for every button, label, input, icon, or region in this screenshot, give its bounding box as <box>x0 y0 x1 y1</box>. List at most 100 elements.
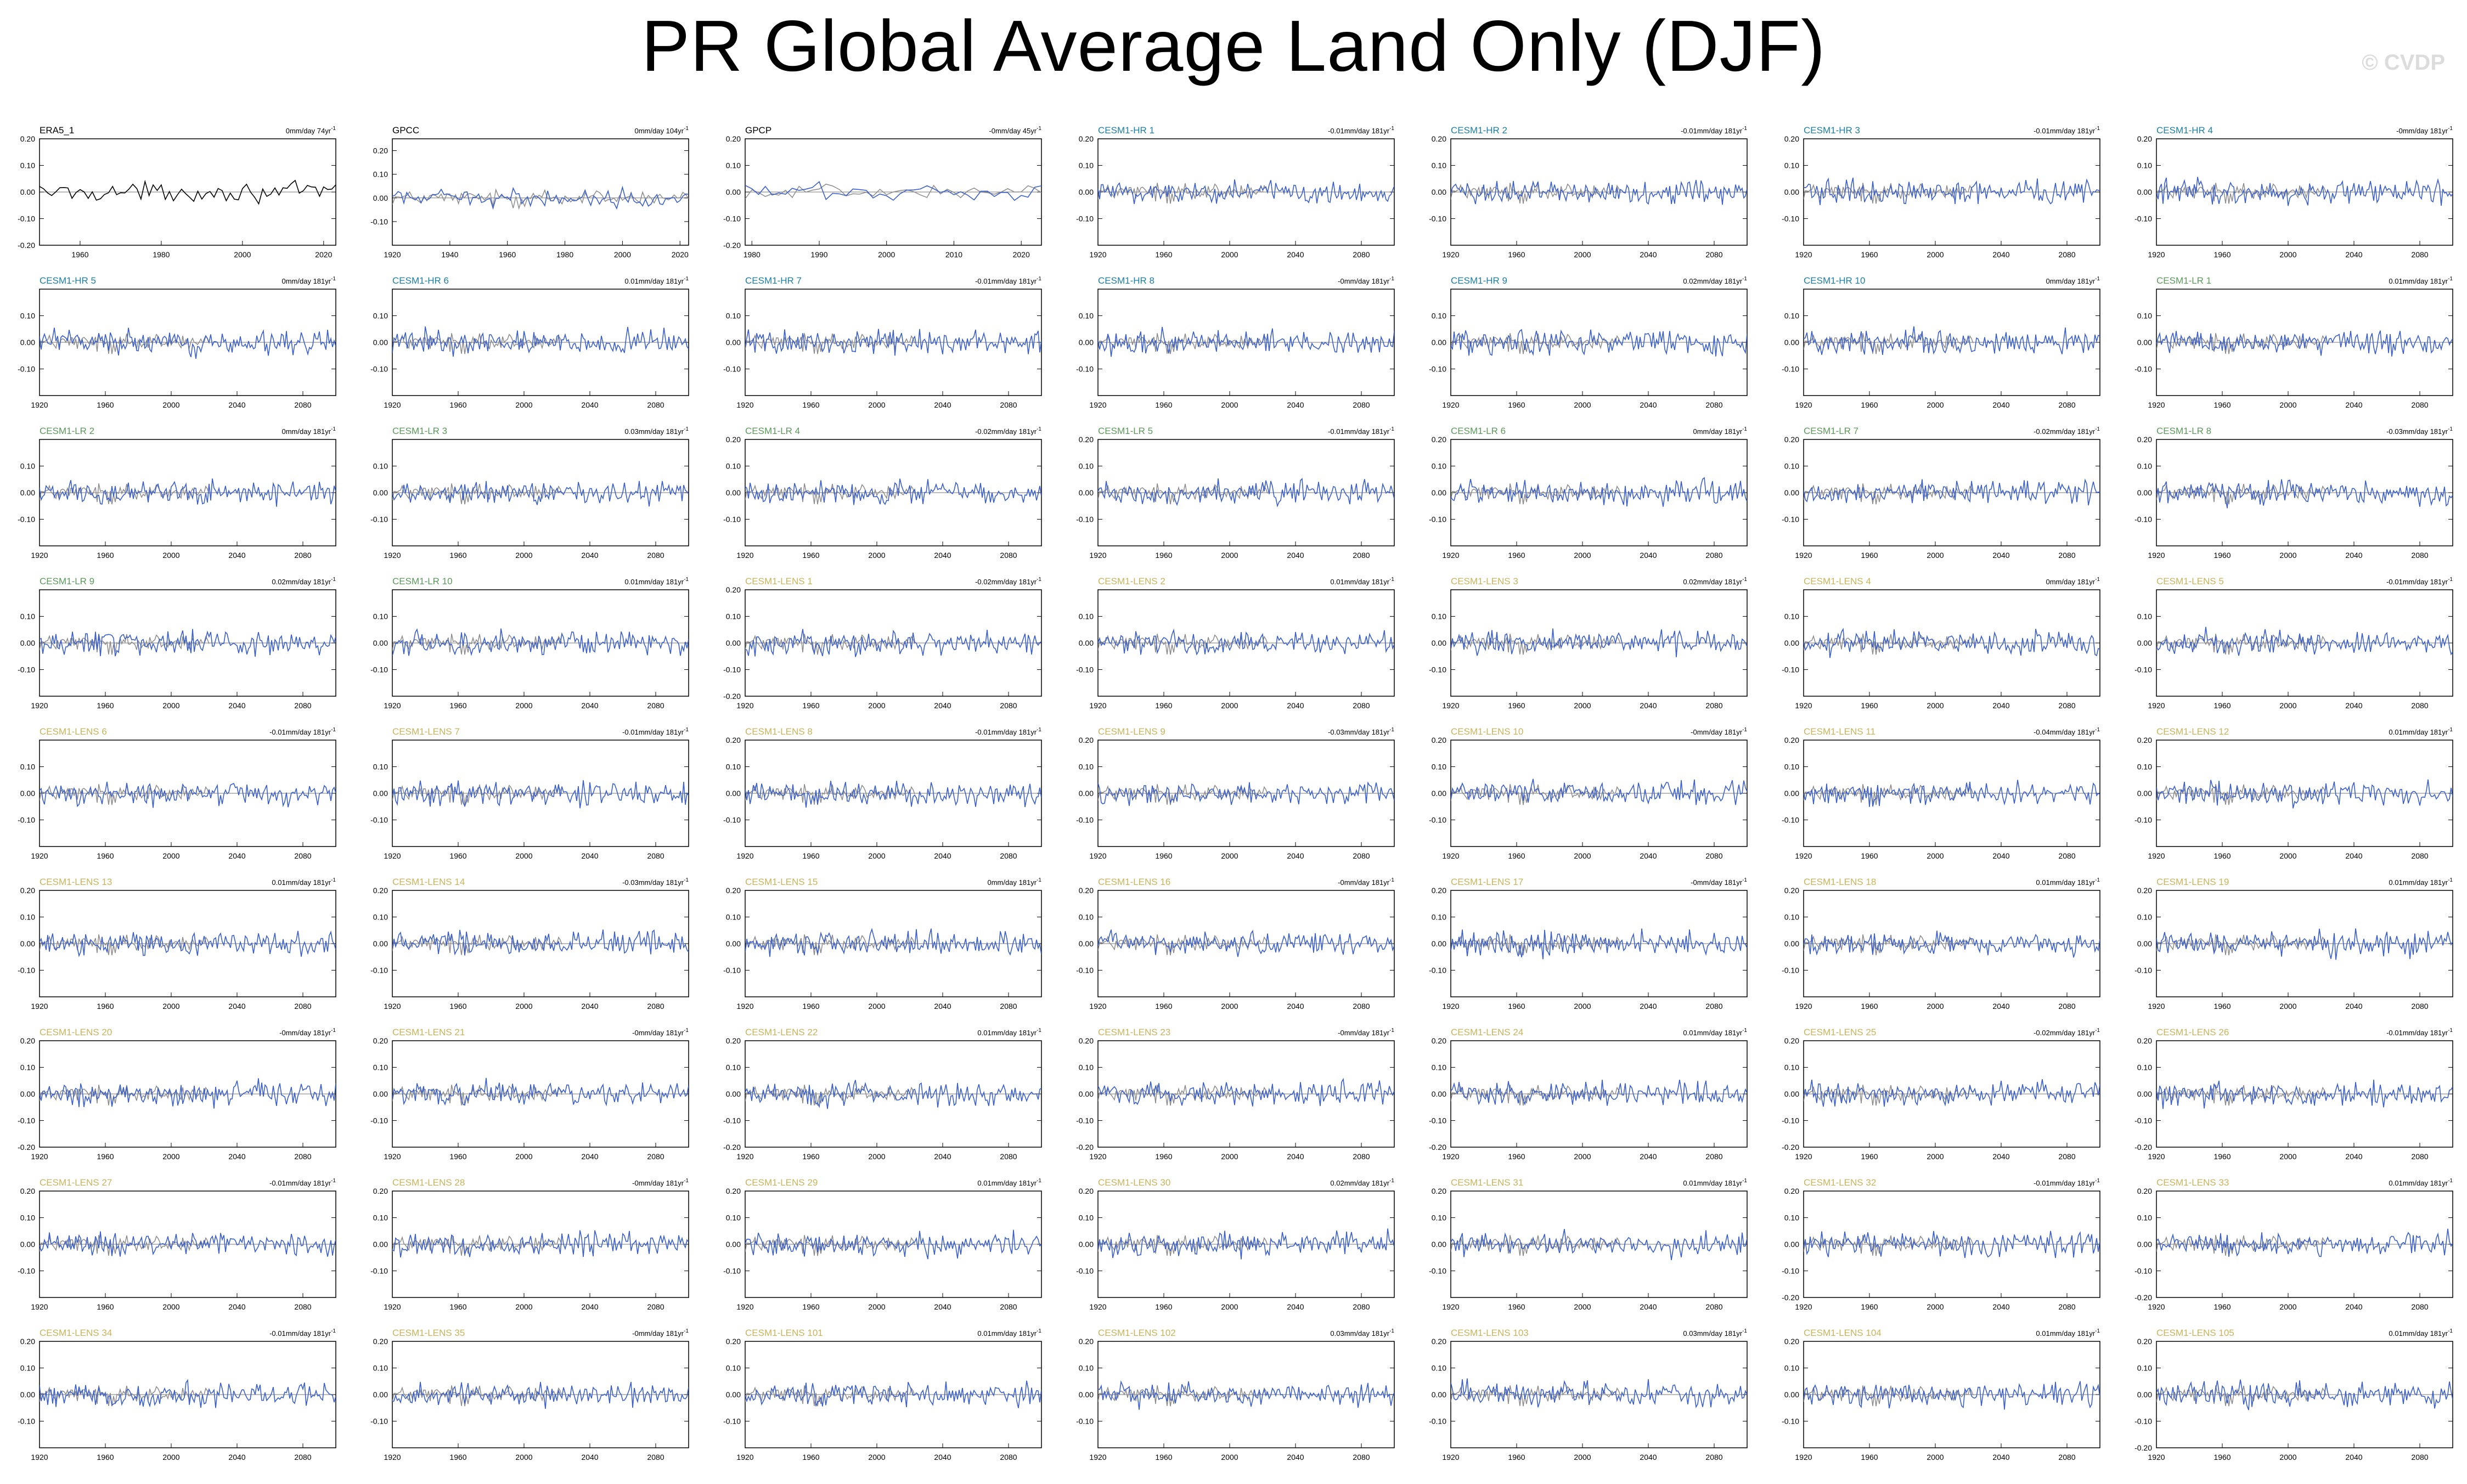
x-tick-label: 1920 <box>31 1453 48 1462</box>
y-tick-label: 0.00 <box>373 789 388 798</box>
panel-title: CESM1-LENS 26 <box>2156 1027 2229 1037</box>
x-tick-label: 1920 <box>1442 701 1459 710</box>
panel-trend-exponent: -1 <box>1742 1028 1747 1034</box>
x-tick-label: 2000 <box>868 1453 885 1462</box>
y-tick-label: 0.00 <box>373 1090 388 1098</box>
panel-trend-exponent: -1 <box>331 727 336 733</box>
x-tick-label: 2000 <box>2279 400 2296 409</box>
x-tick-label: 2080 <box>2411 1002 2428 1011</box>
y-tick-label: -0.10 <box>1782 1417 1799 1426</box>
x-tick-label: 2000 <box>1221 1453 1238 1462</box>
x-tick-label: 2080 <box>647 551 664 560</box>
y-tick-label: 0.10 <box>2137 161 2152 170</box>
x-tick-label: 2000 <box>1574 1453 1591 1462</box>
panel-title: CESM1-LENS 31 <box>1451 1177 1523 1188</box>
x-tick-label: 2040 <box>228 1002 245 1011</box>
y-tick-label: 0.10 <box>2137 1214 2152 1222</box>
panel-trend-exponent: -1 <box>1742 577 1747 583</box>
x-tick-label: 2080 <box>647 400 664 409</box>
y-tick-label: -0.10 <box>18 665 35 674</box>
x-tick-label: 2080 <box>2058 1302 2075 1311</box>
y-tick-label: 0.00 <box>1079 188 1094 196</box>
x-tick-label: 2080 <box>2058 701 2075 710</box>
x-tick-label: 2040 <box>934 400 951 409</box>
y-tick-label: 0.20 <box>1432 1036 1446 1045</box>
y-tick-label: 0.10 <box>1079 462 1094 471</box>
x-tick-label: 2080 <box>1353 250 1370 259</box>
x-tick-label: 2080 <box>1705 250 1722 259</box>
series-line <box>1098 1228 1394 1260</box>
x-tick-label: 2080 <box>1353 551 1370 560</box>
y-tick-label: 0.20 <box>726 585 741 594</box>
y-tick-label: -0.10 <box>1076 816 1094 825</box>
x-tick-label: 1980 <box>153 250 170 259</box>
x-tick-label: 2000 <box>1927 250 1944 259</box>
x-tick-label: 1960 <box>1155 1002 1172 1011</box>
x-tick-label: 2080 <box>2411 701 2428 710</box>
x-tick-label: 1920 <box>2148 701 2165 710</box>
y-tick-label: -0.10 <box>1782 1267 1799 1276</box>
y-tick-label: 0.00 <box>726 789 741 798</box>
y-tick-label: 0.00 <box>1784 338 1799 347</box>
x-tick-label: 2000 <box>868 551 885 560</box>
observed-line <box>1451 1235 1621 1256</box>
y-tick-label: 0.00 <box>2137 1390 2152 1399</box>
x-tick-label: 1960 <box>449 551 466 560</box>
panel-trend-exponent: -1 <box>1742 1178 1747 1184</box>
y-tick-label: -0.20 <box>723 1143 741 1152</box>
x-tick-label: 2000 <box>1927 400 1944 409</box>
series-line <box>2156 1228 2453 1257</box>
y-tick-label: -0.10 <box>370 1267 388 1276</box>
y-tick-label: -0.10 <box>2134 1116 2152 1125</box>
series-line <box>1451 1079 1747 1106</box>
y-tick-label: 0.00 <box>726 338 741 347</box>
x-tick-label: 2080 <box>1705 851 1722 860</box>
panel-title: CESM1-LENS 32 <box>1804 1177 1876 1188</box>
x-tick-label: 1960 <box>802 1302 819 1311</box>
panel-title: CESM1-HR 2 <box>1451 125 1507 136</box>
x-tick-label: 1960 <box>1861 701 1878 710</box>
series-line <box>1451 329 1747 357</box>
y-tick-label: 0.20 <box>726 435 741 444</box>
panel-trend: -0mm/day 181yr-1 <box>279 1028 336 1037</box>
x-tick-label: 1920 <box>1795 1002 1812 1011</box>
y-tick-label: -0.20 <box>2134 1293 2152 1302</box>
panel-title: CESM1-LENS 12 <box>2156 726 2229 737</box>
x-tick-label: 1920 <box>1089 701 1106 710</box>
panel-trend-exponent: -1 <box>1742 276 1747 282</box>
panel-trend-exponent: -1 <box>1389 877 1394 883</box>
y-tick-label: 0.00 <box>1079 639 1094 647</box>
panel-title: CESM1-HR 4 <box>2156 125 2213 136</box>
y-tick-label: 0.10 <box>20 1364 35 1373</box>
panel: CESM1-LENS 102 0.03mm/day 181yr-1 0.20 0.10… <box>1076 1328 1395 1462</box>
x-tick-label: 1920 <box>736 1302 753 1311</box>
y-tick-label: 0.10 <box>1784 161 1799 170</box>
panel: CESM1-LENS 19 0.01mm/day 181yr-1 0.20 0.10 0… <box>2134 877 2453 1011</box>
y-tick-label: -0.10 <box>2134 215 2152 223</box>
y-tick-label: -0.10 <box>18 816 35 825</box>
panel-trend-exponent: -1 <box>1037 727 1041 733</box>
x-tick-label: 1960 <box>2213 1152 2231 1161</box>
y-tick-label: 0.00 <box>1079 789 1094 798</box>
panel-trend-exponent: -1 <box>331 877 336 883</box>
observed-line <box>392 934 562 956</box>
panel-title: CESM1-LENS 104 <box>1804 1328 1882 1338</box>
x-tick-label: 2040 <box>1287 1302 1304 1311</box>
x-tick-label: 1920 <box>1795 250 1812 259</box>
y-tick-label: 0.10 <box>1784 612 1799 621</box>
series-line <box>745 180 1041 201</box>
panel-title: CESM1-LENS 102 <box>1098 1328 1176 1338</box>
x-tick-label: 2040 <box>2345 1152 2362 1161</box>
x-tick-label: 1920 <box>384 851 401 860</box>
panel-trend-exponent: -1 <box>2448 126 2453 132</box>
x-tick-label: 1960 <box>2213 701 2231 710</box>
y-tick-label: 0.20 <box>726 1337 741 1346</box>
x-tick-label: 2000 <box>868 701 885 710</box>
panel: CESM1-LENS 35 -0mm/day 181yr-1 0.20 0.10 0.0… <box>370 1328 689 1462</box>
y-tick-label: 0.00 <box>726 939 741 948</box>
y-tick-label: 0.10 <box>373 170 388 179</box>
panel-trend-exponent: -1 <box>2095 877 2100 883</box>
panel: CESM1-LENS 22 0.01mm/day 181yr-1 0.20 0.10 0… <box>723 1027 1042 1161</box>
y-tick-label: 0.10 <box>2137 1063 2152 1072</box>
panel-trend-exponent: -1 <box>1037 276 1041 282</box>
